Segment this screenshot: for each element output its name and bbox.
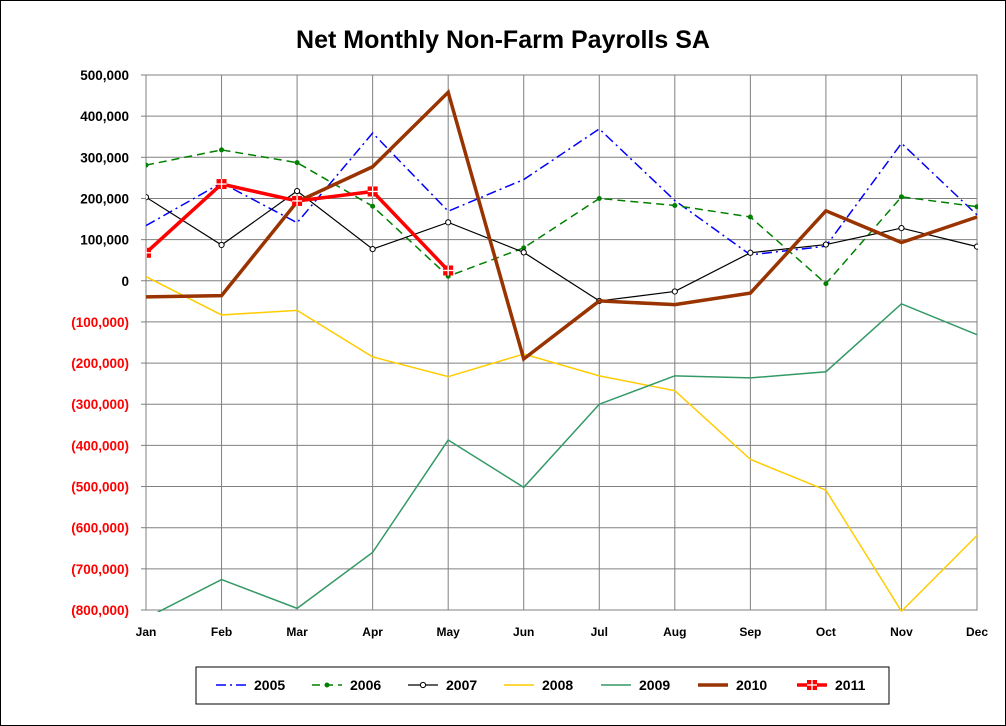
legend-label-2007: 2007	[446, 677, 477, 693]
y-tick-label: 100,000	[80, 233, 129, 248]
x-tick-label: Apr	[362, 625, 383, 639]
chart-title: Net Monthly Non-Farm Payrolls SA	[296, 26, 710, 54]
data-point	[974, 204, 978, 210]
legend-label-2005: 2005	[254, 677, 285, 693]
legend-label-2006: 2006	[350, 677, 381, 693]
data-point	[294, 160, 300, 166]
data-point	[672, 202, 678, 208]
data-point	[219, 147, 225, 153]
x-tick-label: Mar	[286, 625, 308, 639]
series-2010	[146, 88, 978, 362]
data-point	[370, 203, 376, 209]
series-line-2005	[146, 127, 978, 256]
series-2011	[146, 179, 454, 276]
y-tick-label: (700,000)	[71, 562, 129, 577]
legend-label-2009: 2009	[639, 677, 670, 693]
data-point	[973, 243, 978, 250]
data-point	[898, 224, 905, 232]
legend-label-2011: 2011	[835, 677, 866, 693]
y-tick-label: 500,000	[80, 68, 129, 83]
x-tick-label: Jan	[136, 625, 157, 639]
legend-entry-2005: 2005	[216, 677, 285, 693]
legend-entry-2006: 2006	[312, 677, 381, 693]
series-line-2006	[146, 149, 978, 285]
legend-box	[195, 666, 890, 705]
data-point	[822, 241, 830, 248]
x-tick-label: Jul	[591, 625, 608, 639]
series-line-2010	[146, 88, 978, 362]
data-point	[747, 214, 753, 220]
data-point	[146, 194, 150, 201]
data-point	[293, 187, 301, 195]
legend-entry-2010: 2010	[698, 677, 767, 693]
x-tick-label: May	[437, 625, 461, 639]
data-point	[521, 245, 527, 251]
legend-entry-2011: 2011	[797, 677, 866, 693]
legend-label-2010: 2010	[736, 677, 767, 693]
x-tick-label: Jun	[513, 625, 534, 639]
x-tick-label: Sep	[739, 625, 761, 639]
legend-entry-2009: 2009	[601, 677, 670, 693]
series-2008	[146, 275, 978, 612]
series-2007	[146, 187, 978, 305]
x-tick-label: Oct	[816, 625, 836, 639]
data-point	[146, 162, 149, 168]
x-tick-label: Nov	[890, 625, 913, 639]
x-tick-label: Aug	[663, 625, 686, 639]
y-tick-label: (400,000)	[71, 438, 129, 453]
x-tick-label: Feb	[211, 625, 232, 639]
y-tick-label: (500,000)	[71, 480, 129, 495]
series-2006	[146, 147, 978, 287]
data-point	[218, 241, 225, 249]
data-point	[369, 245, 376, 253]
legend-label-2008: 2008	[542, 677, 573, 693]
data-point	[445, 219, 452, 226]
y-tick-label: 400,000	[80, 109, 129, 124]
data-point	[671, 288, 678, 295]
data-point	[520, 249, 527, 256]
series-line-2009	[156, 302, 978, 612]
data-point	[324, 682, 330, 688]
y-tick-label: 0	[121, 274, 129, 289]
data-point	[419, 681, 427, 689]
plot-area	[145, 74, 978, 611]
data-point	[596, 195, 602, 201]
y-tick-label: 300,000	[80, 150, 129, 165]
series-2009	[156, 302, 978, 612]
x-tick-label: Dec	[966, 625, 988, 639]
y-tick-label: (200,000)	[71, 356, 129, 371]
y-tick-label: 200,000	[80, 191, 129, 206]
data-point	[747, 249, 754, 256]
series-line-2007	[146, 190, 978, 302]
series-line-2008	[146, 275, 978, 612]
data-point	[823, 281, 829, 287]
y-tick-label: (300,000)	[71, 397, 129, 412]
data-point	[898, 194, 904, 200]
legend-entry-2007: 2007	[408, 677, 477, 693]
series-2005	[146, 127, 978, 256]
legend-entry-2008: 2008	[504, 677, 573, 693]
y-tick-label: (800,000)	[71, 603, 129, 618]
y-tick-label: (600,000)	[71, 521, 129, 536]
y-tick-label: (100,000)	[71, 315, 129, 330]
